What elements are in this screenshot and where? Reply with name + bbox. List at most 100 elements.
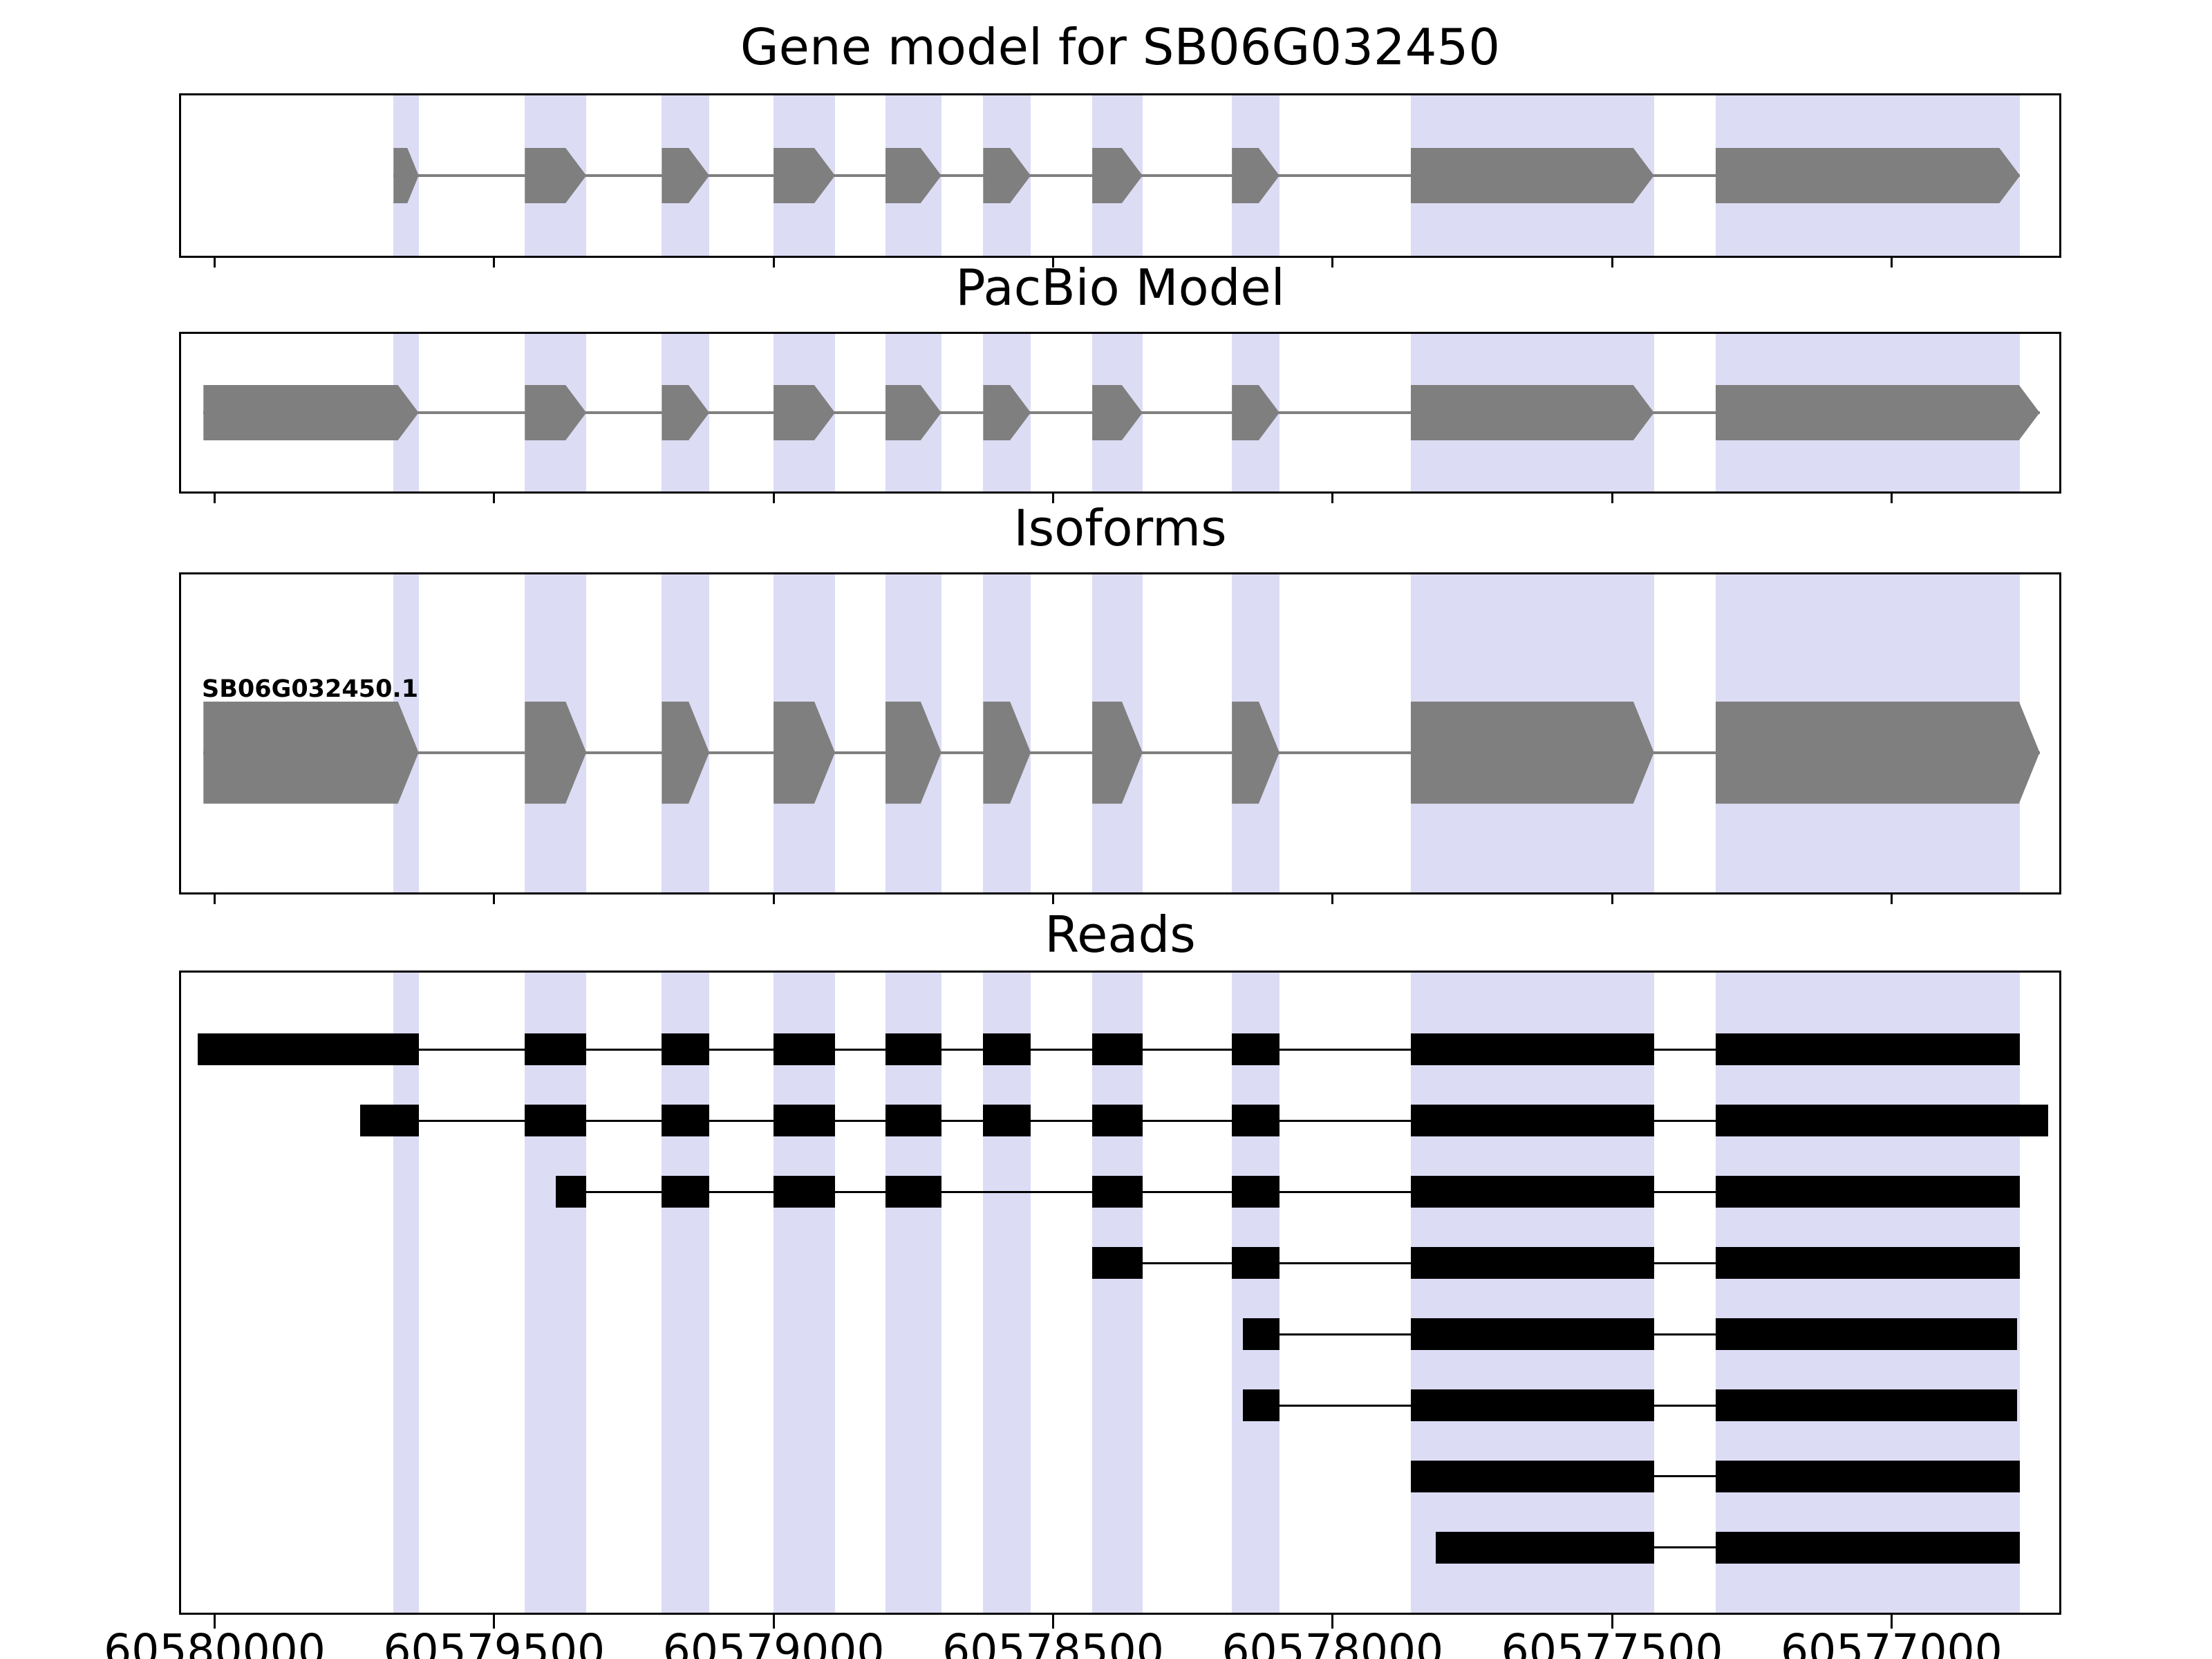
read-block [525, 1105, 587, 1137]
x-axis-tick [1890, 258, 1893, 268]
read-block [1092, 1176, 1143, 1208]
exon-arrow [1411, 385, 1654, 440]
read-block [774, 1105, 835, 1137]
x-axis-tick-labels: 60580000 60579500 60579000 60578500 60578000… [104, 1625, 2059, 1659]
exon-highlight-band [983, 973, 1031, 1613]
read-block [1232, 1105, 1280, 1137]
x-axis-tick [1052, 1615, 1054, 1629]
x-axis-tick-label: 60578500 [942, 1625, 1164, 1659]
x-axis-tick [214, 494, 216, 503]
x-axis-tick [1052, 494, 1054, 503]
read-block [1715, 1033, 2021, 1066]
read-block [885, 1105, 941, 1137]
read-block [1411, 1247, 1654, 1279]
read-block [1436, 1531, 1654, 1564]
panel-title-gene-model: Gene model for SB06G032450 [740, 18, 1501, 76]
x-axis-tick [214, 894, 216, 904]
read-block [1715, 1247, 2021, 1279]
x-axis-tick [1611, 894, 1613, 904]
x-axis-tick [214, 1615, 216, 1629]
panel-reads [179, 971, 2061, 1629]
x-axis-tick [1331, 258, 1334, 268]
x-axis-tick-label: 60577000 [1781, 1625, 2003, 1659]
read-block [1411, 1033, 1654, 1066]
exon-highlight-band [885, 973, 941, 1613]
exon-highlight-band [774, 973, 835, 1613]
read-block [1715, 1105, 2048, 1137]
x-axis-tick-label: 60578000 [1221, 1625, 1444, 1659]
exon-highlight-band [393, 973, 419, 1613]
exon-arrow [1716, 148, 2021, 203]
read-block [983, 1105, 1031, 1137]
x-axis-tick [1890, 494, 1893, 503]
exon-arrow [203, 385, 418, 440]
read-connector-line [555, 1190, 2021, 1193]
read-block [1232, 1176, 1280, 1208]
read-block [1092, 1105, 1143, 1137]
read-block [1715, 1318, 2018, 1350]
exon-highlight-band [662, 973, 710, 1613]
exon-highlight-band [1232, 973, 1280, 1613]
exon-arrow [1411, 148, 1654, 203]
read-block [1243, 1318, 1280, 1350]
x-axis-tick-label: 60577500 [1501, 1625, 1723, 1659]
x-axis-tick-label: 60579500 [383, 1625, 606, 1659]
x-axis-tick [772, 1615, 775, 1629]
read-block [1411, 1460, 1654, 1492]
x-axis-tick [1052, 894, 1054, 904]
read-block [1232, 1033, 1280, 1066]
x-axis-tick [1331, 894, 1334, 904]
read-block [885, 1176, 941, 1208]
x-axis-tick [493, 494, 496, 503]
read-block [1411, 1176, 1654, 1208]
read-block [1092, 1247, 1143, 1279]
exon-highlight-band [525, 973, 587, 1613]
read-block [1411, 1389, 1654, 1421]
exon-highlight-band [1092, 973, 1143, 1613]
read-block [1715, 1176, 2021, 1208]
panel-isoforms: SB06G032450.1 [179, 572, 2061, 904]
read-block [983, 1033, 1031, 1066]
read-connector-line [359, 1119, 2048, 1122]
panel-gene-model [179, 93, 2061, 268]
x-axis-tick [772, 258, 775, 268]
panel-pacbio-model [179, 332, 2061, 503]
read-block [359, 1105, 419, 1137]
x-axis-tick [1890, 1615, 1893, 1629]
read-block [198, 1033, 419, 1066]
exon-highlight-band [1715, 973, 2021, 1613]
read-block [1411, 1318, 1654, 1350]
x-axis-tick [493, 894, 496, 904]
read-block [774, 1176, 835, 1208]
exon-arrow [1411, 702, 1654, 804]
exon-highlight-band [1411, 973, 1654, 1613]
read-block [555, 1176, 587, 1208]
x-axis-tick [493, 1615, 496, 1629]
x-axis-tick [1331, 1615, 1334, 1629]
exon-arrow [1716, 385, 2040, 440]
exon-arrow [203, 702, 418, 804]
x-axis-tick [1052, 258, 1054, 268]
x-axis-tick [214, 258, 216, 268]
read-block [1715, 1389, 2018, 1421]
read-block [662, 1105, 710, 1137]
read-block [662, 1033, 710, 1066]
read-block [1243, 1389, 1280, 1421]
panel-title-reads: Reads [1044, 906, 1196, 964]
x-axis-tick-label: 60580000 [104, 1625, 326, 1659]
read-block [662, 1176, 710, 1208]
x-axis-tick [1611, 494, 1613, 503]
x-axis-tick [1611, 1615, 1613, 1629]
read-block [1715, 1460, 2021, 1492]
exon-arrow [1716, 702, 2040, 804]
intron-line [393, 174, 2021, 177]
read-block [1715, 1531, 2021, 1564]
panel-title-isoforms: Isoforms [1013, 499, 1227, 557]
x-axis-tick [772, 894, 775, 904]
read-block [1092, 1033, 1143, 1066]
x-axis-tick [1890, 894, 1893, 904]
read-block [1411, 1105, 1654, 1137]
x-axis-tick [493, 258, 496, 268]
x-axis-tick [1331, 494, 1334, 503]
